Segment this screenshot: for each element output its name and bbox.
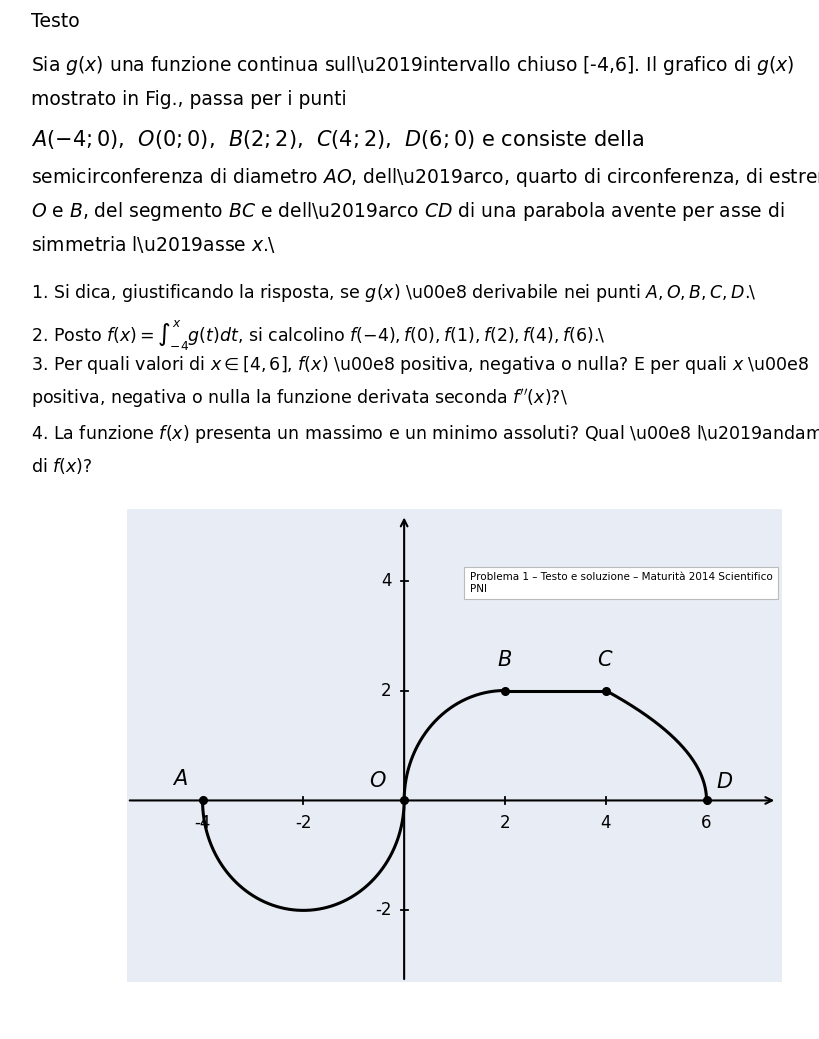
Text: 1. Si dica, giustificando la risposta, se $g(x)$ \u00e8 derivabile nei punti $A,: 1. Si dica, giustificando la risposta, s…: [31, 283, 756, 304]
Text: $O$ e $B$, del segmento $BC$ e dell\u2019arco $CD$ di una parabola avente per as: $O$ e $B$, del segmento $BC$ e dell\u201…: [31, 199, 785, 223]
Text: 4: 4: [382, 571, 391, 589]
Text: simmetria l\u2019asse $x$.\: simmetria l\u2019asse $x$.\: [31, 234, 275, 256]
Text: semicirconferenza di diametro $AO$, dell\u2019arco, quarto di circonferenza, di : semicirconferenza di diametro $AO$, dell…: [31, 165, 819, 189]
Text: Sia $g(x)$ una funzione continua sull\u2019intervallo chiuso [-4,6]. Il grafico : Sia $g(x)$ una funzione continua sull\u2…: [31, 54, 794, 77]
Text: -2: -2: [375, 902, 391, 920]
Text: 4: 4: [600, 814, 611, 832]
Text: di $f(x)$?: di $f(x)$?: [31, 456, 93, 477]
Text: $\mathit{O}$: $\mathit{O}$: [369, 771, 387, 791]
Text: Testo: Testo: [31, 11, 79, 30]
Text: 2. Posto $f(x) = \int_{-4}^{x} g(t)dt$, si calcolino $f(-4), f(0), f(1), f(2), f: 2. Posto $f(x) = \int_{-4}^{x} g(t)dt$, …: [31, 318, 605, 352]
Text: $\mathit{B}$: $\mathit{B}$: [497, 649, 513, 669]
Text: $\mathit{A}$: $\mathit{A}$: [172, 770, 188, 790]
Text: $A(-4;0)$,  $O(0;0)$,  $B(2;2)$,  $C(4;2)$,  $D(6;0)$ e consiste della: $A(-4;0)$, $O(0;0)$, $B(2;2)$, $C(4;2)$,…: [31, 128, 645, 151]
Text: -4: -4: [194, 814, 210, 832]
Text: mostrato in Fig., passa per i punti: mostrato in Fig., passa per i punti: [31, 90, 346, 109]
Text: -2: -2: [295, 814, 311, 832]
Text: positiva, negativa o nulla la funzione derivata seconda $f''(x)$?\: positiva, negativa o nulla la funzione d…: [31, 388, 568, 410]
Text: $\mathit{C}$: $\mathit{C}$: [598, 649, 614, 669]
Text: 3. Per quali valori di $x \in [4, 6]$, $f(x)$ \u00e8 positiva, negativa o nulla?: 3. Per quali valori di $x \in [4, 6]$, $…: [31, 354, 809, 376]
Text: 2: 2: [500, 814, 510, 832]
Text: Problema 1 – Testo e soluzione – Maturità 2014 Scientifico
PNI: Problema 1 – Testo e soluzione – Maturit…: [469, 572, 772, 594]
Text: $\mathit{D}$: $\mathit{D}$: [716, 772, 733, 792]
Text: 2: 2: [381, 682, 391, 699]
Text: 6: 6: [701, 814, 712, 832]
Text: 4. La funzione $f(x)$ presenta un massimo e un minimo assoluti? Qual \u00e8 l\u2: 4. La funzione $f(x)$ presenta un massim…: [31, 423, 819, 446]
